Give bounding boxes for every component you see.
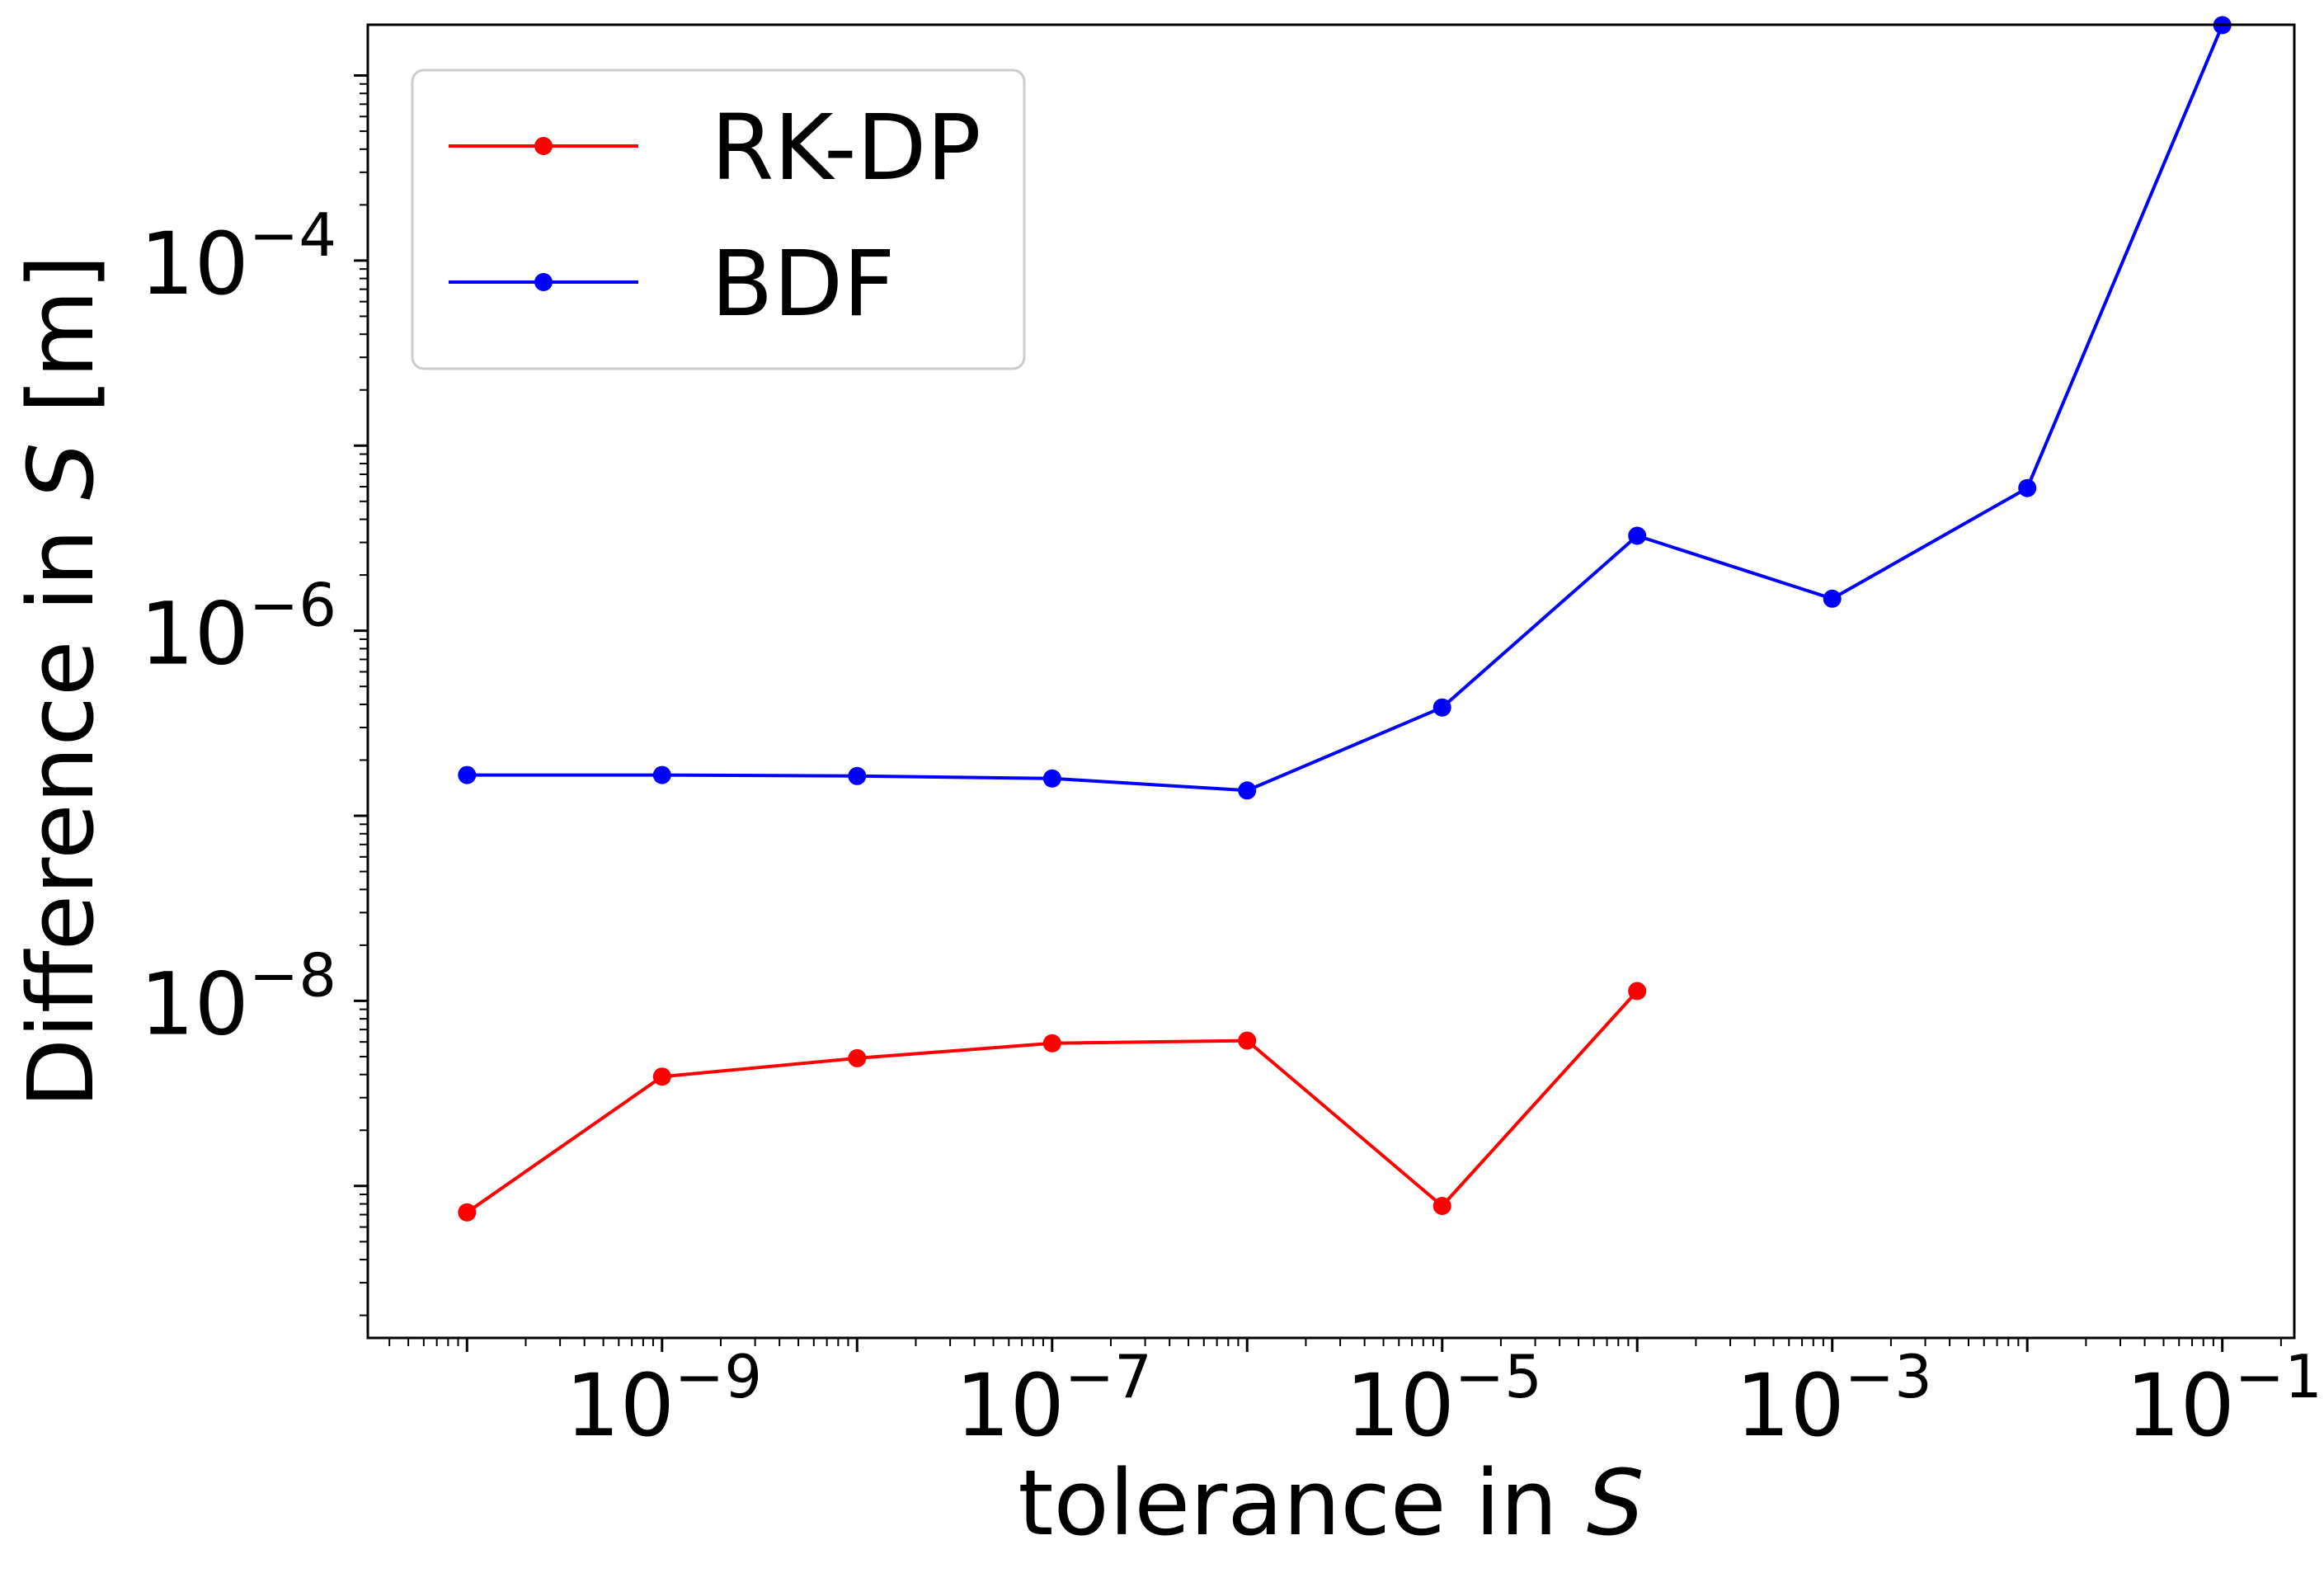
plot-frame [366, 23, 2296, 1340]
data-point-rk-dp [1042, 1034, 1061, 1053]
legend-label-bdf: BDF [711, 231, 895, 337]
data-point-rk-dp [458, 1203, 477, 1222]
y-axis-label: Difference in S [m] [8, 254, 114, 1108]
data-point-rk-dp [848, 1048, 867, 1067]
tick-layer: 10−9 10−7 10−5 10−3 10−1 10−8 10−6 10−4 [140, 74, 2322, 1456]
data-point-bdf [458, 765, 477, 784]
data-point-bdf [1238, 781, 1257, 800]
data-point-rk-dp [652, 1067, 671, 1086]
legend-marker-bdf [534, 273, 553, 291]
data-point-bdf [1628, 526, 1647, 545]
x-axis-label-var: S [1587, 1450, 1644, 1556]
y-tick-label: 10−4 [140, 200, 336, 314]
data-point-rk-dp [1628, 982, 1647, 1001]
x-axis-label: tolerance in S [1018, 1450, 1644, 1556]
x-tick-label: 10−7 [956, 1342, 1152, 1456]
x-tick-label: 10−9 [566, 1342, 762, 1456]
y-tick-label: 10−6 [140, 571, 336, 685]
x-tick-label: 10−1 [2125, 1342, 2322, 1456]
data-point-bdf [652, 765, 671, 784]
legend-label-rk-dp: RK-DP [711, 95, 981, 200]
y-axis-label-var: S [8, 442, 114, 500]
series-bdf [458, 16, 2232, 800]
data-point-rk-dp [1433, 1197, 1451, 1215]
data-point-rk-dp [1238, 1031, 1257, 1050]
data-point-bdf [1042, 769, 1061, 788]
legend-marker-rk-dp [534, 137, 553, 155]
series-layer [458, 16, 2232, 1222]
x-tick-label: 10−5 [1345, 1342, 1541, 1456]
series-line-bdf [467, 24, 2224, 793]
data-point-bdf [2018, 478, 2037, 497]
data-point-bdf [1823, 589, 1842, 608]
y-axis-label-unit: [m] [8, 254, 114, 442]
legend: RK-DP BDF [411, 68, 1026, 370]
data-point-bdf [1433, 698, 1451, 717]
x-tick-label: 10−3 [1735, 1342, 1931, 1456]
y-tick-label: 10−8 [140, 940, 336, 1054]
data-point-bdf [848, 766, 867, 785]
series-rk-dp [458, 982, 1647, 1222]
